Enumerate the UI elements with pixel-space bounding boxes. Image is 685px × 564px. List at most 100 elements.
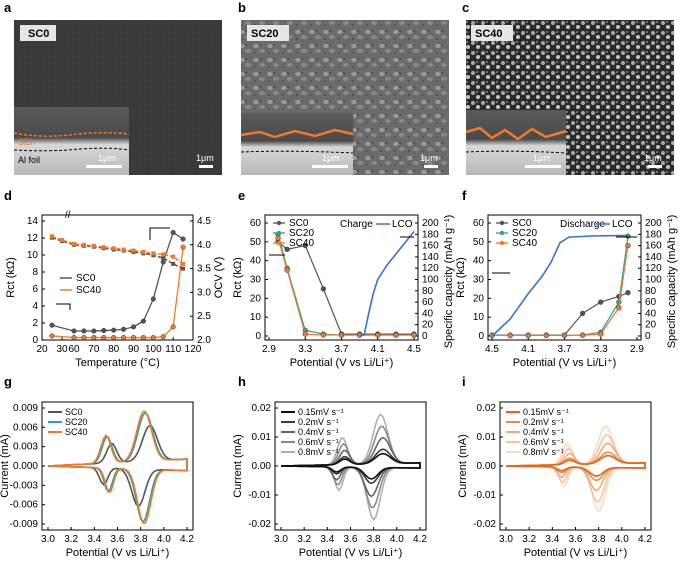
data-point: [150, 296, 156, 302]
y2-tick-label: 60: [422, 297, 434, 308]
inset-cross-section: [466, 110, 566, 175]
y-tick-label: -0.009: [10, 519, 39, 530]
y2-tick-label: 160: [422, 241, 439, 252]
sem-image-sc0: SC0 SEI Al foil 1μm 1μm: [13, 20, 222, 175]
legend-label: SC40: [76, 285, 101, 296]
y2-tick-label: 140: [422, 252, 439, 263]
y2-tick-label: 2.0: [197, 335, 211, 346]
panel-label-a: a: [4, 0, 12, 15]
x-tick-label: 100: [145, 344, 162, 355]
y2-tick-label: 20: [645, 320, 657, 331]
legend-label: SC20: [65, 417, 88, 427]
legend-label: LCO: [612, 219, 633, 230]
series-line-LCO: [359, 230, 415, 337]
data-point: [579, 332, 586, 338]
data-point: [140, 318, 146, 324]
data-point: [160, 334, 166, 340]
x-tick-label: 3.0: [499, 534, 513, 545]
y-tick-label: 0: [32, 335, 38, 346]
chart-i: 3.0 3.2 3.4 3.6 3.8 4.0 4.2 -0.02 -0.01 0.00 0.01 0…: [457, 401, 652, 559]
y2-tick-label: 40: [422, 308, 434, 319]
data-point: [170, 229, 176, 236]
sei-boundary-line: [465, 126, 567, 141]
data-point: [181, 266, 186, 271]
scale-bar: [648, 165, 662, 168]
cv-curve: [505, 454, 646, 477]
y2-tick-label: 180: [422, 229, 439, 240]
legend-label: SC40: [65, 427, 88, 437]
data-point: [91, 328, 97, 334]
y-tick-label: -0.02: [248, 519, 271, 530]
y-tick-label: 20: [250, 293, 262, 304]
legend-label: 0.4mV s⁻¹: [298, 427, 339, 437]
x-tick-label: 3.6: [569, 534, 583, 545]
x-tick-label: 110: [165, 344, 181, 355]
data-point: [121, 326, 127, 332]
y2-tick-label: 4.0: [197, 240, 211, 251]
foil-boundary-line: [465, 150, 567, 154]
data-point: [598, 299, 604, 305]
data-point: [181, 261, 186, 266]
legend-label: SC40: [512, 238, 537, 249]
data-point: [111, 334, 117, 341]
x-tick-label: 30: [56, 344, 68, 355]
data-point: [130, 324, 137, 330]
y-tick-label: 2: [32, 318, 38, 329]
x-axis-label: Potential (V vs Li/Li⁺): [290, 357, 394, 369]
y2-tick-label: 0: [422, 331, 428, 342]
series-line-SC40: [277, 237, 414, 336]
legend-label: SC0: [76, 273, 96, 284]
data-point: [302, 242, 308, 249]
x-tick-label: 4.2: [180, 534, 194, 545]
y-axis-label: Current (mA): [0, 434, 11, 498]
scale-bar: [199, 165, 213, 168]
x-tick-label: 4.2: [413, 534, 427, 545]
y-tick-label: 0.003: [13, 442, 38, 453]
inset-scale-label: 1μm: [533, 153, 551, 163]
y-tick-label: 10: [27, 250, 39, 261]
y2-tick-label: 2.5: [197, 311, 211, 322]
y-tick-label: 0.02: [477, 403, 497, 414]
inset-scale-bar: [86, 165, 122, 168]
x-axis-label: Potential (V vs Li/Li⁺): [524, 547, 628, 559]
y-axis-label: Rct (kΩ): [5, 257, 17, 298]
plot-frame: [264, 214, 419, 341]
data-point: [320, 286, 327, 292]
y-tick-label: 0.02: [252, 403, 272, 414]
y2-tick-label: 200: [422, 218, 439, 229]
y-tick-label: -0.003: [10, 480, 39, 491]
x-tick-label: 3.3: [594, 344, 608, 355]
y-axis-label: Rct (kΩ): [455, 257, 467, 298]
y2-tick-label: 40: [645, 308, 657, 319]
cv-curve: [47, 410, 188, 524]
y-tick-label: 60: [473, 218, 485, 229]
data-point: [121, 247, 126, 252]
x-tick-label: 90: [128, 344, 140, 355]
data-point: [411, 332, 417, 338]
x-tick-label: 3.8: [367, 534, 381, 545]
data-point: [507, 332, 513, 339]
legend-marker: [499, 240, 505, 246]
y2-axis-label: Specific capacity (mAh g⁻¹): [666, 215, 678, 349]
data-point: [160, 259, 166, 265]
y2-axis-label: Specific capacity (mAh g⁻¹): [443, 215, 455, 349]
legend-label: Charge: [340, 219, 373, 230]
y-tick-label: 0.000: [13, 461, 38, 472]
data-point: [111, 327, 117, 333]
legend-label: SC0: [65, 407, 83, 417]
legend-label: SC40: [289, 238, 314, 249]
data-point: [525, 332, 531, 339]
x-tick-label: 4.1: [521, 344, 535, 355]
panel-label-h: h: [238, 374, 246, 389]
data-point: [81, 242, 86, 247]
legend-label: 0.6mV s⁻¹: [298, 437, 339, 447]
y2-tick-label: 100: [422, 275, 439, 286]
legend-label: LCO: [392, 219, 413, 230]
y2-tick-label: 3.5: [197, 264, 211, 275]
y-axis-label: Current (mA): [232, 434, 244, 498]
sem-image-sc20: SC20 1μm 1μm: [240, 20, 449, 175]
data-point: [131, 248, 136, 253]
chart-g: 3.0 3.2 3.4 3.6 3.8 4.0 4.2 -0.009 -0.006 -0.003 0…: [0, 401, 194, 559]
y2-tick-label: 80: [422, 286, 434, 297]
